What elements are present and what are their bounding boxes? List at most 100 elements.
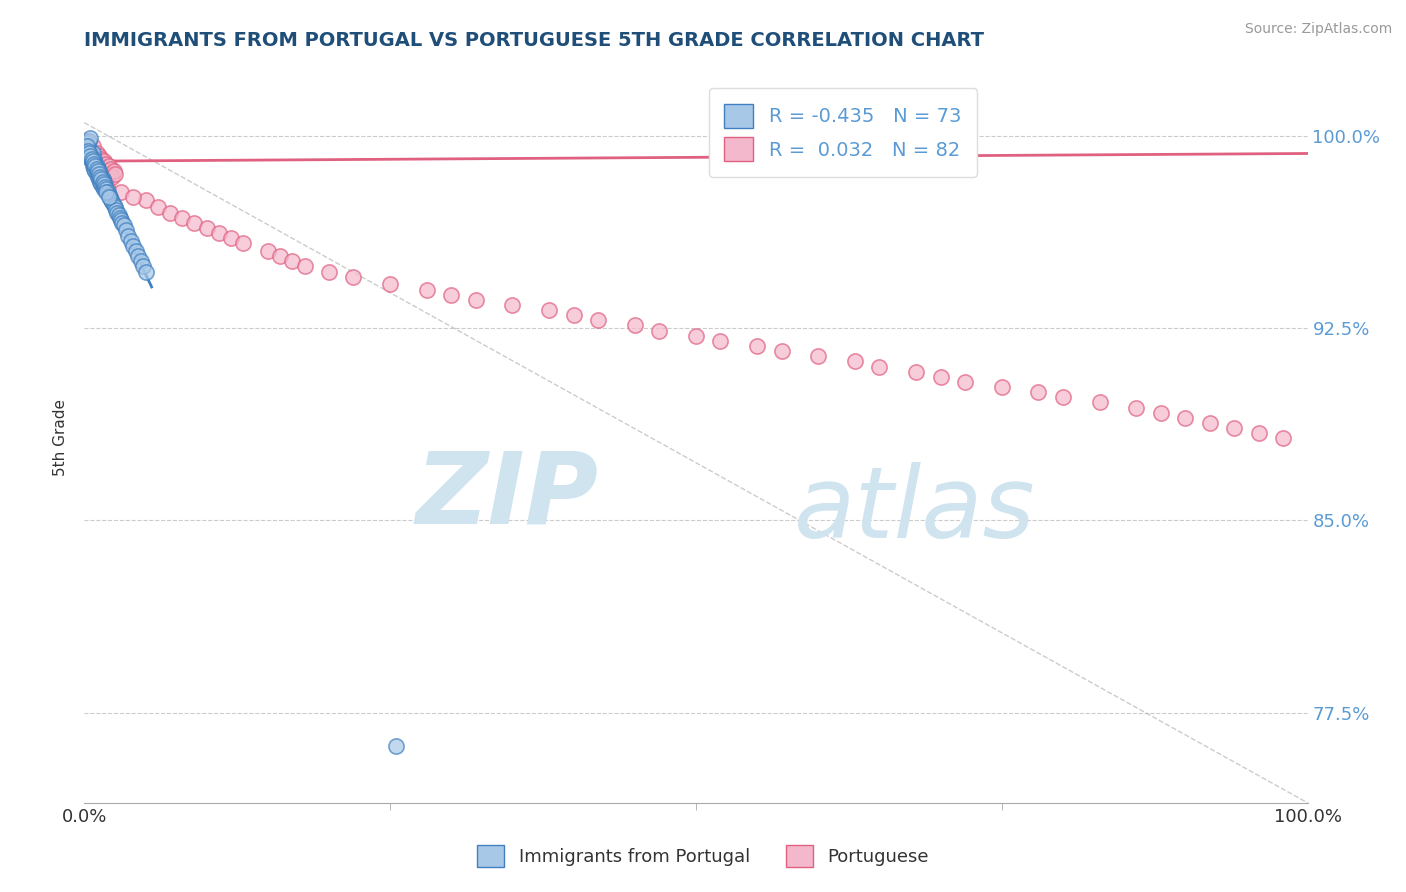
Point (97, 187, 120, 202)
Point (89, 167, 111, 181)
Point (82, 146, 104, 161)
Point (86, 161, 108, 176)
Point (380, 277, 402, 292)
Legend: R = -0.435   N = 73, R =  0.032   N = 82: R = -0.435 N = 73, R = 0.032 N = 82 (709, 88, 977, 177)
Point (129, 254, 152, 268)
Point (905, 365, 928, 379)
Point (84, 164, 107, 178)
Point (89, 167, 111, 181)
Point (84, 157, 107, 171)
Point (991, 380, 1014, 394)
Point (122, 239, 145, 253)
Point (93, 182, 115, 196)
Point (87, 154, 110, 169)
Point (770, 344, 793, 359)
Point (1125, 401, 1147, 415)
Point (76, 138, 98, 153)
Point (77, 146, 100, 161)
Point (90, 152, 112, 166)
Point (98, 190, 121, 204)
Point (104, 167, 127, 181)
Point (97, 185, 120, 199)
Point (416, 283, 439, 297)
Point (87, 161, 110, 176)
Point (1088, 395, 1111, 409)
Point (91, 172, 114, 186)
Point (84, 157, 107, 171)
Point (111, 216, 134, 230)
Point (89, 169, 111, 184)
Point (97, 164, 120, 178)
Point (104, 200, 127, 214)
Point (232, 236, 254, 251)
Point (93, 154, 115, 169)
Point (90, 172, 112, 186)
Point (87, 164, 110, 178)
Point (96, 157, 118, 171)
Point (342, 269, 364, 284)
Point (77, 134, 100, 148)
Point (80, 152, 103, 166)
Point (83, 152, 105, 166)
Point (562, 308, 585, 322)
Point (624, 318, 647, 333)
Text: Source: ZipAtlas.com: Source: ZipAtlas.com (1244, 22, 1392, 37)
Point (94, 161, 117, 176)
Point (91, 172, 114, 186)
Point (100, 193, 122, 207)
Point (82, 154, 104, 169)
Point (77, 141, 100, 155)
Point (281, 254, 304, 268)
Text: ZIP: ZIP (415, 447, 598, 544)
Point (135, 193, 157, 207)
Point (77, 144, 100, 158)
Point (91, 175, 114, 189)
Point (869, 359, 891, 374)
Point (77, 146, 100, 161)
Point (685, 328, 707, 343)
Point (1150, 406, 1173, 420)
Point (90, 178, 112, 192)
Point (90, 169, 112, 184)
Point (97, 182, 120, 196)
Point (122, 190, 145, 204)
Point (294, 260, 316, 274)
Point (80, 154, 103, 169)
Point (110, 213, 132, 227)
Point (91, 179, 114, 194)
Point (112, 219, 135, 233)
Point (105, 202, 128, 217)
Point (1052, 390, 1074, 404)
Point (1028, 385, 1050, 400)
Point (87, 172, 110, 186)
Point (82, 152, 104, 166)
Point (86, 159, 108, 173)
Point (80, 146, 103, 161)
Point (1223, 421, 1246, 435)
Point (94, 178, 117, 192)
Point (87, 161, 110, 176)
Point (318, 264, 340, 278)
Point (807, 349, 830, 363)
Point (101, 169, 124, 184)
Point (107, 208, 129, 222)
Text: atlas: atlas (794, 462, 1035, 558)
Point (79, 152, 101, 166)
Point (103, 198, 125, 212)
Point (93, 175, 115, 189)
Point (77, 141, 100, 155)
Point (1174, 410, 1197, 425)
Point (96, 185, 118, 199)
Point (208, 226, 231, 240)
Point (79, 144, 101, 158)
Point (80, 149, 103, 163)
Point (79, 131, 101, 145)
Point (89, 157, 111, 171)
Point (79, 146, 101, 161)
Point (586, 313, 609, 327)
Point (77, 136, 100, 151)
Point (108, 211, 131, 225)
Legend: Immigrants from Portugal, Portuguese: Immigrants from Portugal, Portuguese (470, 838, 936, 874)
Point (75, 141, 97, 155)
Point (132, 260, 155, 274)
